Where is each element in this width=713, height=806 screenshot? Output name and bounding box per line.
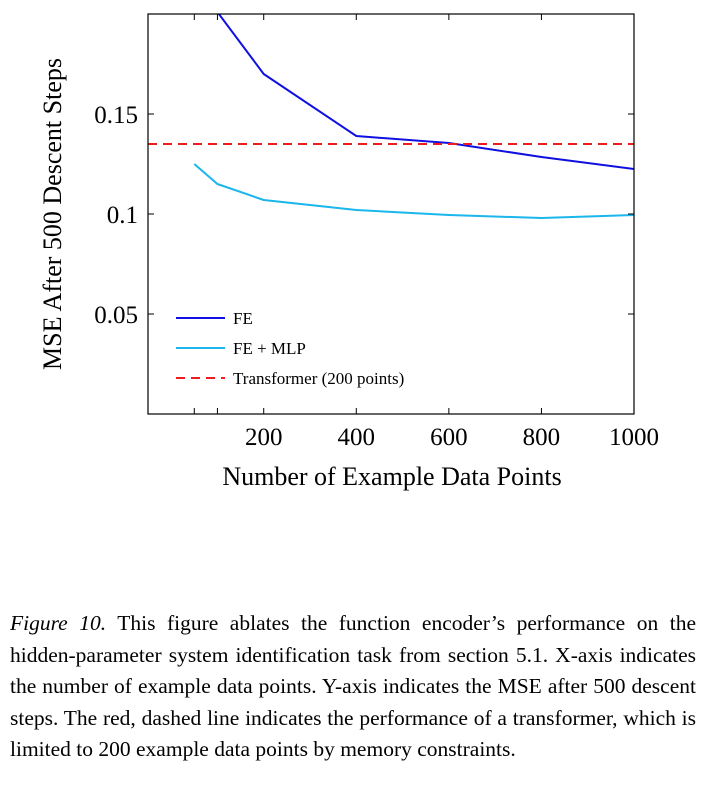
- x-axis-label: Number of Example Data Points: [222, 462, 561, 491]
- chart: 200 400 600 800 1000 0.05 0.1 0.15 FE FE + MLP T…: [38, 13, 659, 491]
- y-tick-label: 0.1: [107, 202, 138, 229]
- legend: FE FE + MLP Transformer (200 points): [176, 309, 404, 388]
- legend-label: Transformer (200 points): [233, 369, 404, 388]
- series-line-2: [193, 163, 634, 219]
- plot-area: [148, 14, 634, 219]
- x-tick-label: 400: [338, 424, 376, 451]
- caption-text: This figure ablates the function encoder…: [10, 611, 697, 761]
- x-tick-label: 600: [430, 424, 468, 451]
- x-tick-label: 1000: [609, 424, 659, 451]
- x-tick-label: 800: [523, 424, 561, 451]
- y-axis: 0.05 0.1 0.15: [94, 102, 634, 329]
- legend-label: FE: [233, 309, 253, 328]
- x-axis: 200 400 600 800 1000: [193, 14, 659, 451]
- figure-caption: Figure 10. This figure ablates the funct…: [10, 608, 696, 766]
- y-axis-label: MSE After 500 Descent Steps: [38, 58, 67, 370]
- series-line-1: [217, 14, 634, 170]
- plot-frame: [147, 13, 635, 415]
- legend-label: FE + MLP: [233, 339, 306, 358]
- y-tick-label: 0.15: [94, 102, 138, 129]
- y-tick-label: 0.05: [94, 302, 138, 329]
- x-tick-label: 200: [245, 424, 283, 451]
- figure-label: Figure 10.: [10, 611, 107, 635]
